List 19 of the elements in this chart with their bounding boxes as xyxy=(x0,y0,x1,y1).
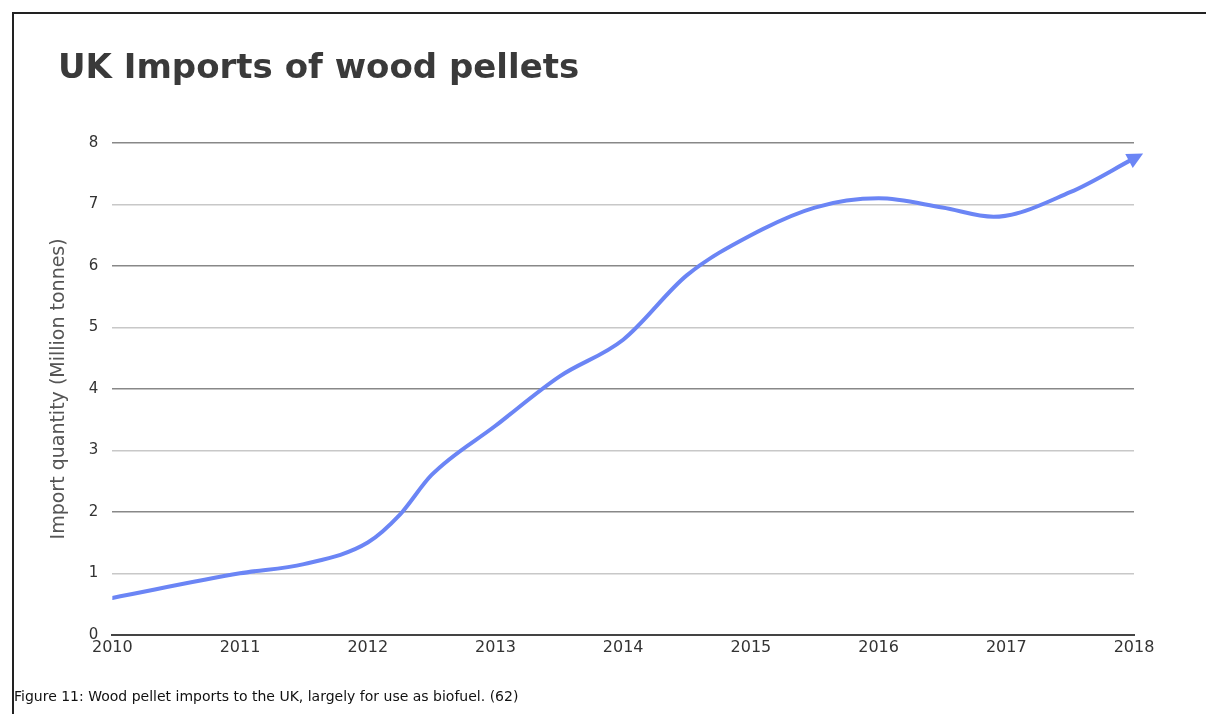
x-tick-label: 2011 xyxy=(219,636,261,656)
y-tick-label: 5 xyxy=(88,317,99,336)
x-tick-label: 2013 xyxy=(475,636,516,656)
caption: Figure 11: Wood pellet imports to the UK, largely for use as biofuel. (62) xyxy=(14,688,519,704)
y-tick-label: 1 xyxy=(88,563,99,582)
x-tick-label: 2018 xyxy=(1113,636,1155,656)
y-tick-label: 7 xyxy=(88,194,99,213)
x-tick-label: 2012 xyxy=(347,636,389,656)
y-tick-label: 2 xyxy=(88,501,99,520)
y-tick-label: 4 xyxy=(88,378,99,397)
x-tick-label: 2017 xyxy=(985,636,1027,656)
y-tick-label: 6 xyxy=(88,255,99,274)
x-tick-label: 2016 xyxy=(858,636,899,656)
y-tick-label: 3 xyxy=(88,440,99,459)
x-tick-label: 2014 xyxy=(602,636,644,656)
y-axis-title: Import quantity (Million tonnes) xyxy=(46,238,69,540)
chart-title: UK Imports of wood pellets xyxy=(58,46,580,86)
x-tick-label: 2015 xyxy=(730,636,772,656)
y-tick-label: 8 xyxy=(88,132,99,151)
